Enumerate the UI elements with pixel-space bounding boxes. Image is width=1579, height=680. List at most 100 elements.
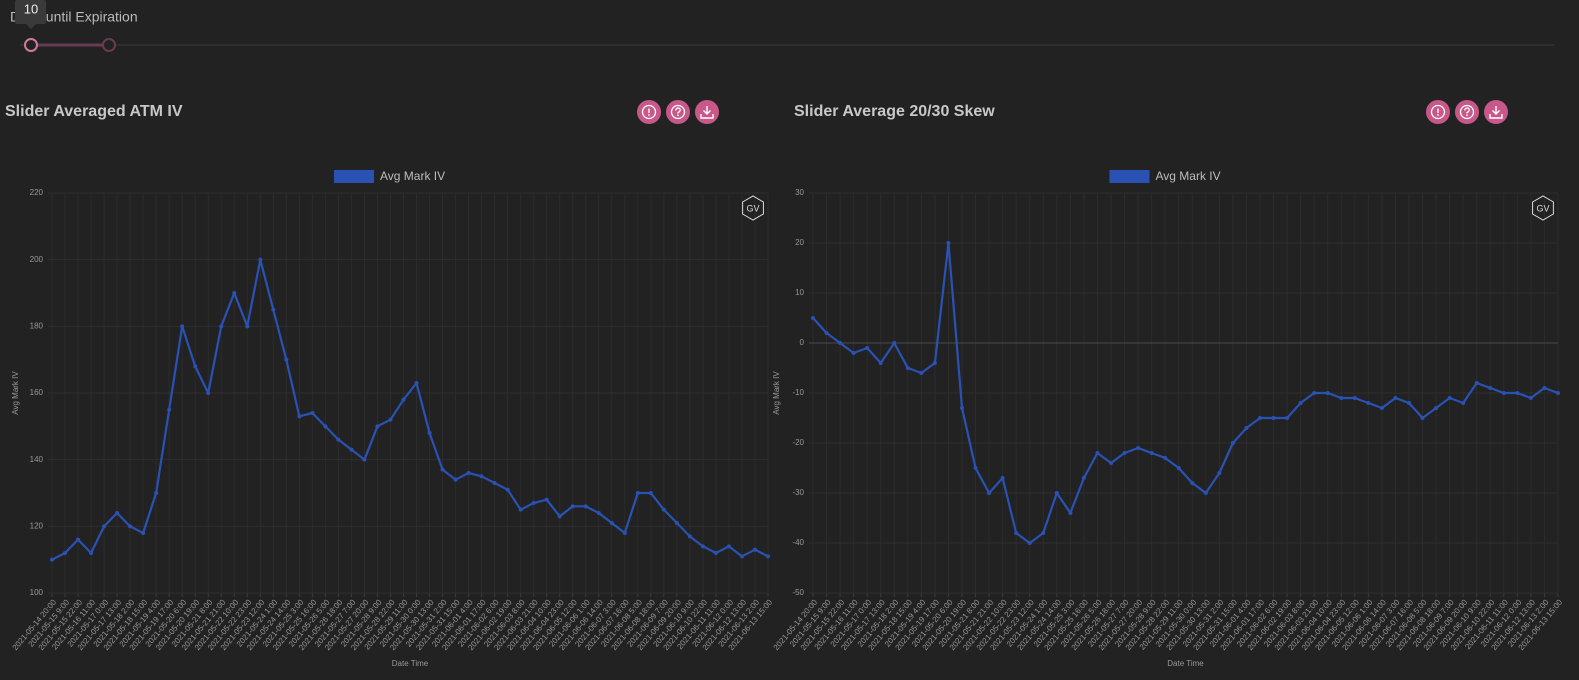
data-point [1515,391,1520,395]
chart-title: Slider Averaged ATM IV [5,103,183,120]
data-point [1271,416,1276,420]
data-point [811,316,815,320]
icon-glyph [700,106,714,119]
data-point [336,437,341,442]
data-point [401,397,406,402]
data-point [1203,491,1208,495]
icon-glyph [648,114,650,116]
data-point [180,324,185,329]
slider-handle[interactable] [102,38,116,52]
data-point [1474,381,1479,385]
icon-button-help[interactable] [1455,100,1479,124]
legend-swatch [1109,170,1150,183]
data-point [687,534,692,539]
y-tick-label: -50 [792,588,804,597]
icon-button-download[interactable] [695,100,719,124]
y-tick-label: -20 [792,438,804,447]
data-point [76,537,81,542]
data-point [1149,451,1154,455]
data-point [851,351,856,355]
data-point [838,341,843,345]
data-point [323,424,328,429]
data-point [453,477,458,482]
y-tick-label: 100 [30,588,44,597]
data-point [609,521,614,525]
data-point [1434,406,1439,410]
y-tick-label: -30 [792,488,804,497]
data-point [1217,471,1222,475]
data-point [1352,396,1357,400]
y-tick-label: 20 [795,238,804,247]
y-axis-label: Avg Mark IV [772,371,781,415]
data-point [492,481,497,485]
data-point [674,521,679,525]
data-point [1461,401,1466,405]
legend-label: Avg Mark IV [1156,169,1221,183]
data-point [544,497,549,502]
data-point [479,474,484,479]
data-point [141,531,146,535]
y-axis-label: Avg Mark IV [11,371,20,415]
icon-glyph [675,107,681,114]
data-point [1285,416,1290,420]
data-point [310,411,315,415]
data-point [905,366,910,370]
line-series [51,258,769,561]
data-point [128,524,133,529]
data-point [466,471,471,475]
data-point [583,504,588,509]
data-point [1556,391,1560,395]
y-tick-label: 200 [30,255,44,264]
logo-text: GV [1536,203,1549,213]
icon-button-download[interactable] [1484,100,1508,124]
y-tick-label: 30 [795,188,804,197]
data-point [739,554,744,559]
data-point [206,391,211,395]
data-point [167,407,172,412]
data-point [297,414,302,419]
data-point [1339,396,1344,400]
slider-handle[interactable] [24,38,38,52]
y-tick-label: 180 [30,321,44,330]
y-tick-label: 140 [30,455,44,464]
y-tick-label: 10 [795,288,804,297]
data-point [1122,451,1127,455]
data-point [946,241,951,245]
data-point [154,491,159,495]
slider-tooltip [15,0,46,24]
icon-glyph [677,114,679,117]
icon-button-info[interactable] [1426,100,1450,124]
icon-glyph [1437,114,1439,116]
data-point [1027,541,1032,545]
data-point [1366,401,1371,405]
y-tick-label: 120 [30,521,44,530]
data-point [50,557,54,562]
icon-glyph [1489,106,1503,119]
data-point [1501,391,1506,395]
icon-ring [1459,104,1475,120]
data-point [1136,446,1141,450]
data-point [570,504,575,509]
data-point [1054,491,1059,495]
data-point [1312,391,1317,395]
data-point [596,511,601,515]
data-point [1258,416,1262,420]
data-point [1068,511,1073,515]
icon-ring [670,104,686,120]
legend-label: Avg Mark IV [380,169,445,183]
data-point [1163,456,1168,460]
data-point [1447,396,1452,400]
y-tick-label: 220 [30,188,44,197]
icon-button-info[interactable] [637,100,661,124]
slider-value: 10 [24,1,38,16]
data-point [89,551,94,555]
icon-button-help[interactable] [666,100,690,124]
line-series [812,241,1559,545]
data-point [518,507,523,512]
data-point [1109,461,1113,465]
data-point [752,547,757,552]
data-point [232,291,237,295]
data-point [987,491,992,495]
data-point [557,514,562,519]
data-point [219,324,224,329]
